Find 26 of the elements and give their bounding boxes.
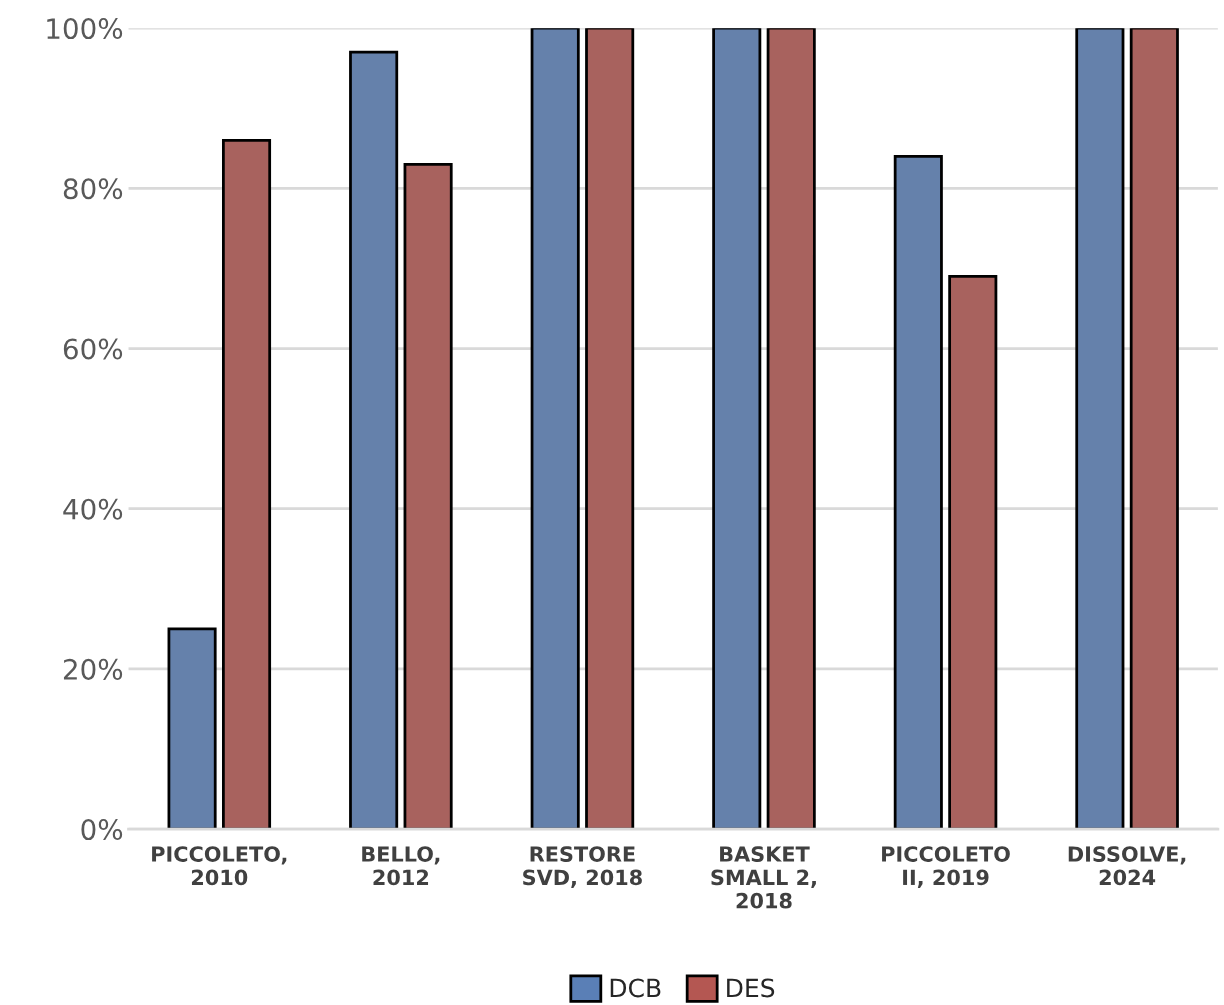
x-tick-label: RESTORE SVD, 2018: [523, 846, 642, 888]
legend-label: DES: [727, 978, 775, 998]
x-tick-label: BELLO, 2012: [362, 846, 440, 886]
bar: [1075, 28, 1125, 830]
bar: [222, 138, 272, 830]
bar: [530, 28, 580, 830]
x-tick-label: BASKET SMALL 2, 2018: [711, 846, 816, 909]
y-tick-label: 40%: [63, 498, 123, 520]
bar: [712, 28, 762, 830]
bar: [948, 275, 998, 830]
y-tick-label: 0%: [81, 819, 123, 841]
y-tick-label: 100%: [47, 18, 123, 40]
x-tick-label: PICCOLETO II, 2019: [882, 846, 1010, 888]
x-tick-label: PICCOLETO, 2010: [152, 846, 287, 886]
legend-label: DCB: [610, 978, 661, 998]
bar: [167, 627, 217, 830]
bar: [893, 154, 943, 830]
bar: [766, 28, 816, 830]
bar: [1129, 28, 1179, 830]
x-tick-label: DISSOLVE, 2024: [1068, 846, 1186, 886]
bar: [403, 162, 453, 830]
y-tick-label: 20%: [63, 658, 123, 680]
y-tick-label: 80%: [63, 178, 123, 200]
bar: [585, 28, 635, 830]
bar: [349, 50, 399, 830]
y-tick-label: 60%: [63, 338, 123, 360]
